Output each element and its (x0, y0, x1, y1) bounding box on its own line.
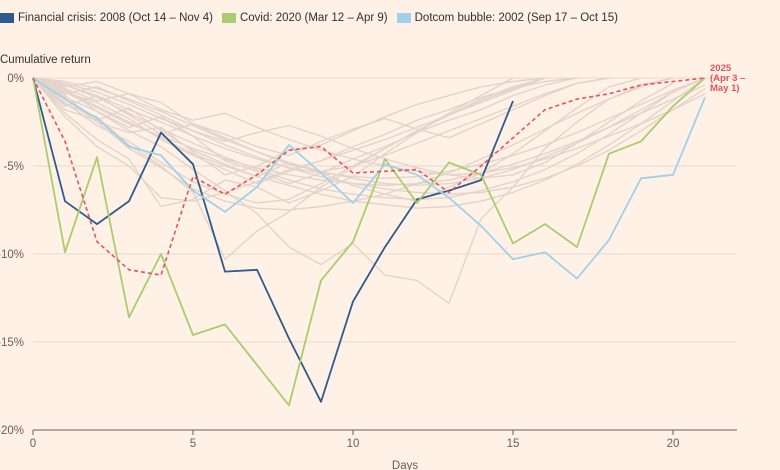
background-series-line (32, 77, 706, 209)
background-series-line (32, 77, 706, 201)
annotation-label-2025: 2025 (710, 63, 732, 74)
background-series-line (32, 77, 546, 202)
legend-swatch-covid (221, 13, 236, 23)
x-axis-label: Days (392, 460, 418, 470)
series-line (32, 77, 706, 280)
highlight-series (32, 77, 706, 407)
background-series-line (32, 77, 610, 173)
legend-swatch-dotcom (396, 13, 411, 23)
legend-swatch-financial-crisis (0, 13, 14, 23)
y-tick-label: -15% (0, 337, 24, 349)
background-series-line (32, 77, 578, 185)
background-series-line (32, 77, 706, 187)
x-tick-label: 10 (347, 438, 360, 450)
series-line (32, 77, 706, 276)
background-series-line (32, 77, 706, 180)
legend-label-financial-crisis: Financial crisis: 2008 (Oct 14 – Nov 4) (18, 12, 213, 24)
y-axis-label: Cumulative return (0, 54, 91, 66)
legend-item-covid: Covid: 2020 (Mar 12 – Apr 9) (221, 12, 388, 24)
legend-label-covid: Covid: 2020 (Mar 12 – Apr 9) (239, 12, 388, 24)
background-series-line (32, 77, 674, 304)
x-tick-label: 0 (30, 438, 36, 450)
y-tick-label: 0% (7, 73, 24, 85)
y-tick-label: -20% (0, 425, 24, 437)
annotations: 2025(Apr 3 –May 1) (710, 63, 745, 94)
series-line (32, 77, 514, 403)
x-tick-label: 15 (507, 438, 520, 450)
y-tick-label: -5% (4, 161, 24, 173)
annotation-label-2025: May 1) (710, 83, 740, 94)
background-series-line (32, 77, 674, 180)
legend-item-financial-crisis: Financial crisis: 2008 (Oct 14 – Nov 4) (0, 12, 213, 24)
axes: 0% -5% -10% -15% -20% 0 5 10 15 20 Days (0, 73, 737, 470)
legend: Financial crisis: 2008 (Oct 14 – Nov 4) … (0, 10, 627, 26)
series-line (32, 77, 706, 407)
legend-label-dotcom: Dotcom bubble: 2002 (Sep 17 – Oct 15) (414, 12, 618, 24)
x-tick-label: 20 (667, 438, 680, 450)
legend-item-dotcom: Dotcom bubble: 2002 (Sep 17 – Oct 15) (396, 12, 618, 24)
background-series-line (32, 77, 578, 185)
background-series-line (32, 77, 706, 176)
background-series-line (32, 77, 706, 195)
annotation-label-2025: (Apr 3 – (710, 73, 745, 84)
y-tick-label: -10% (0, 249, 24, 261)
background-series (32, 77, 706, 304)
x-tick-label: 5 (190, 438, 196, 450)
background-series-line (32, 77, 546, 260)
